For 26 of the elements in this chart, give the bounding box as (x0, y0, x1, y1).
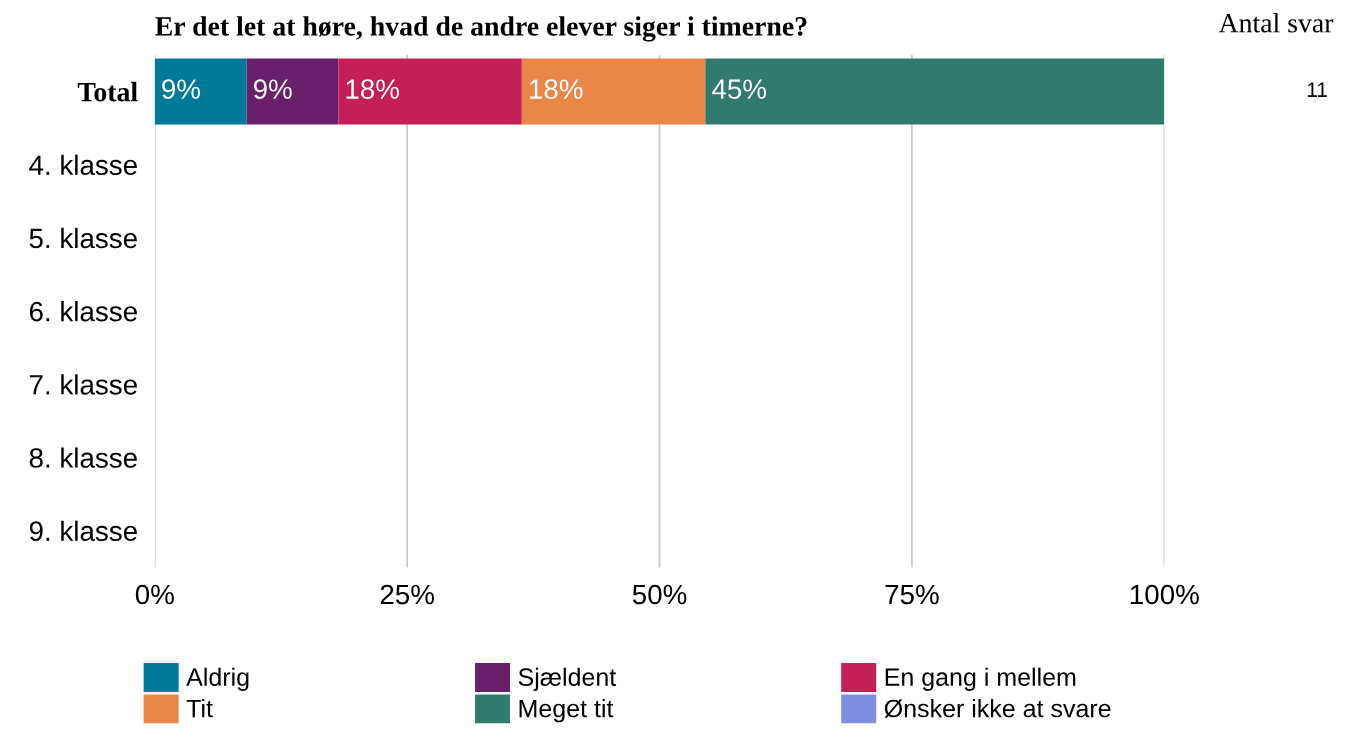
text: 11 (1307, 82, 1327, 97)
y-tick-label: 6. klasse (29, 301, 137, 322)
data-label: 9% (253, 79, 292, 99)
legend-label: Ønsker ikke at svare (884, 699, 1111, 718)
y-tick-label: 5. klasse (29, 227, 137, 249)
legend-label: Tit (186, 699, 213, 718)
text: Antal svar (1218, 13, 1334, 33)
chart-title: Er det let at høre, hvad de andre elever siger i timerne? (155, 16, 807, 42)
x-tick-label: 75% (885, 584, 939, 605)
y-tick-label: 8. klasse (29, 447, 137, 468)
data-label: 18% (346, 79, 399, 99)
x-tick-label: 50% (632, 584, 687, 605)
legend-label: Aldrig (186, 667, 249, 691)
y-tick-label: 9. klasse (29, 520, 137, 542)
x-tick-label: 0% (135, 584, 174, 605)
x-tick-label: 100% (1130, 584, 1199, 605)
y-tick-label: 7. klasse (29, 374, 137, 395)
legend-label: Sjældent (518, 667, 617, 691)
x-tick-label: 25% (380, 584, 434, 605)
data-label: 45% (712, 79, 767, 99)
legend-label: En gang i mellem (885, 667, 1076, 691)
y-tick-label: Total (77, 81, 138, 102)
legend-label: Meget tit (519, 699, 614, 723)
y-tick-label: 4. klasse (29, 154, 137, 176)
data-label: 18% (530, 79, 583, 99)
data-label: 9% (162, 79, 201, 99)
